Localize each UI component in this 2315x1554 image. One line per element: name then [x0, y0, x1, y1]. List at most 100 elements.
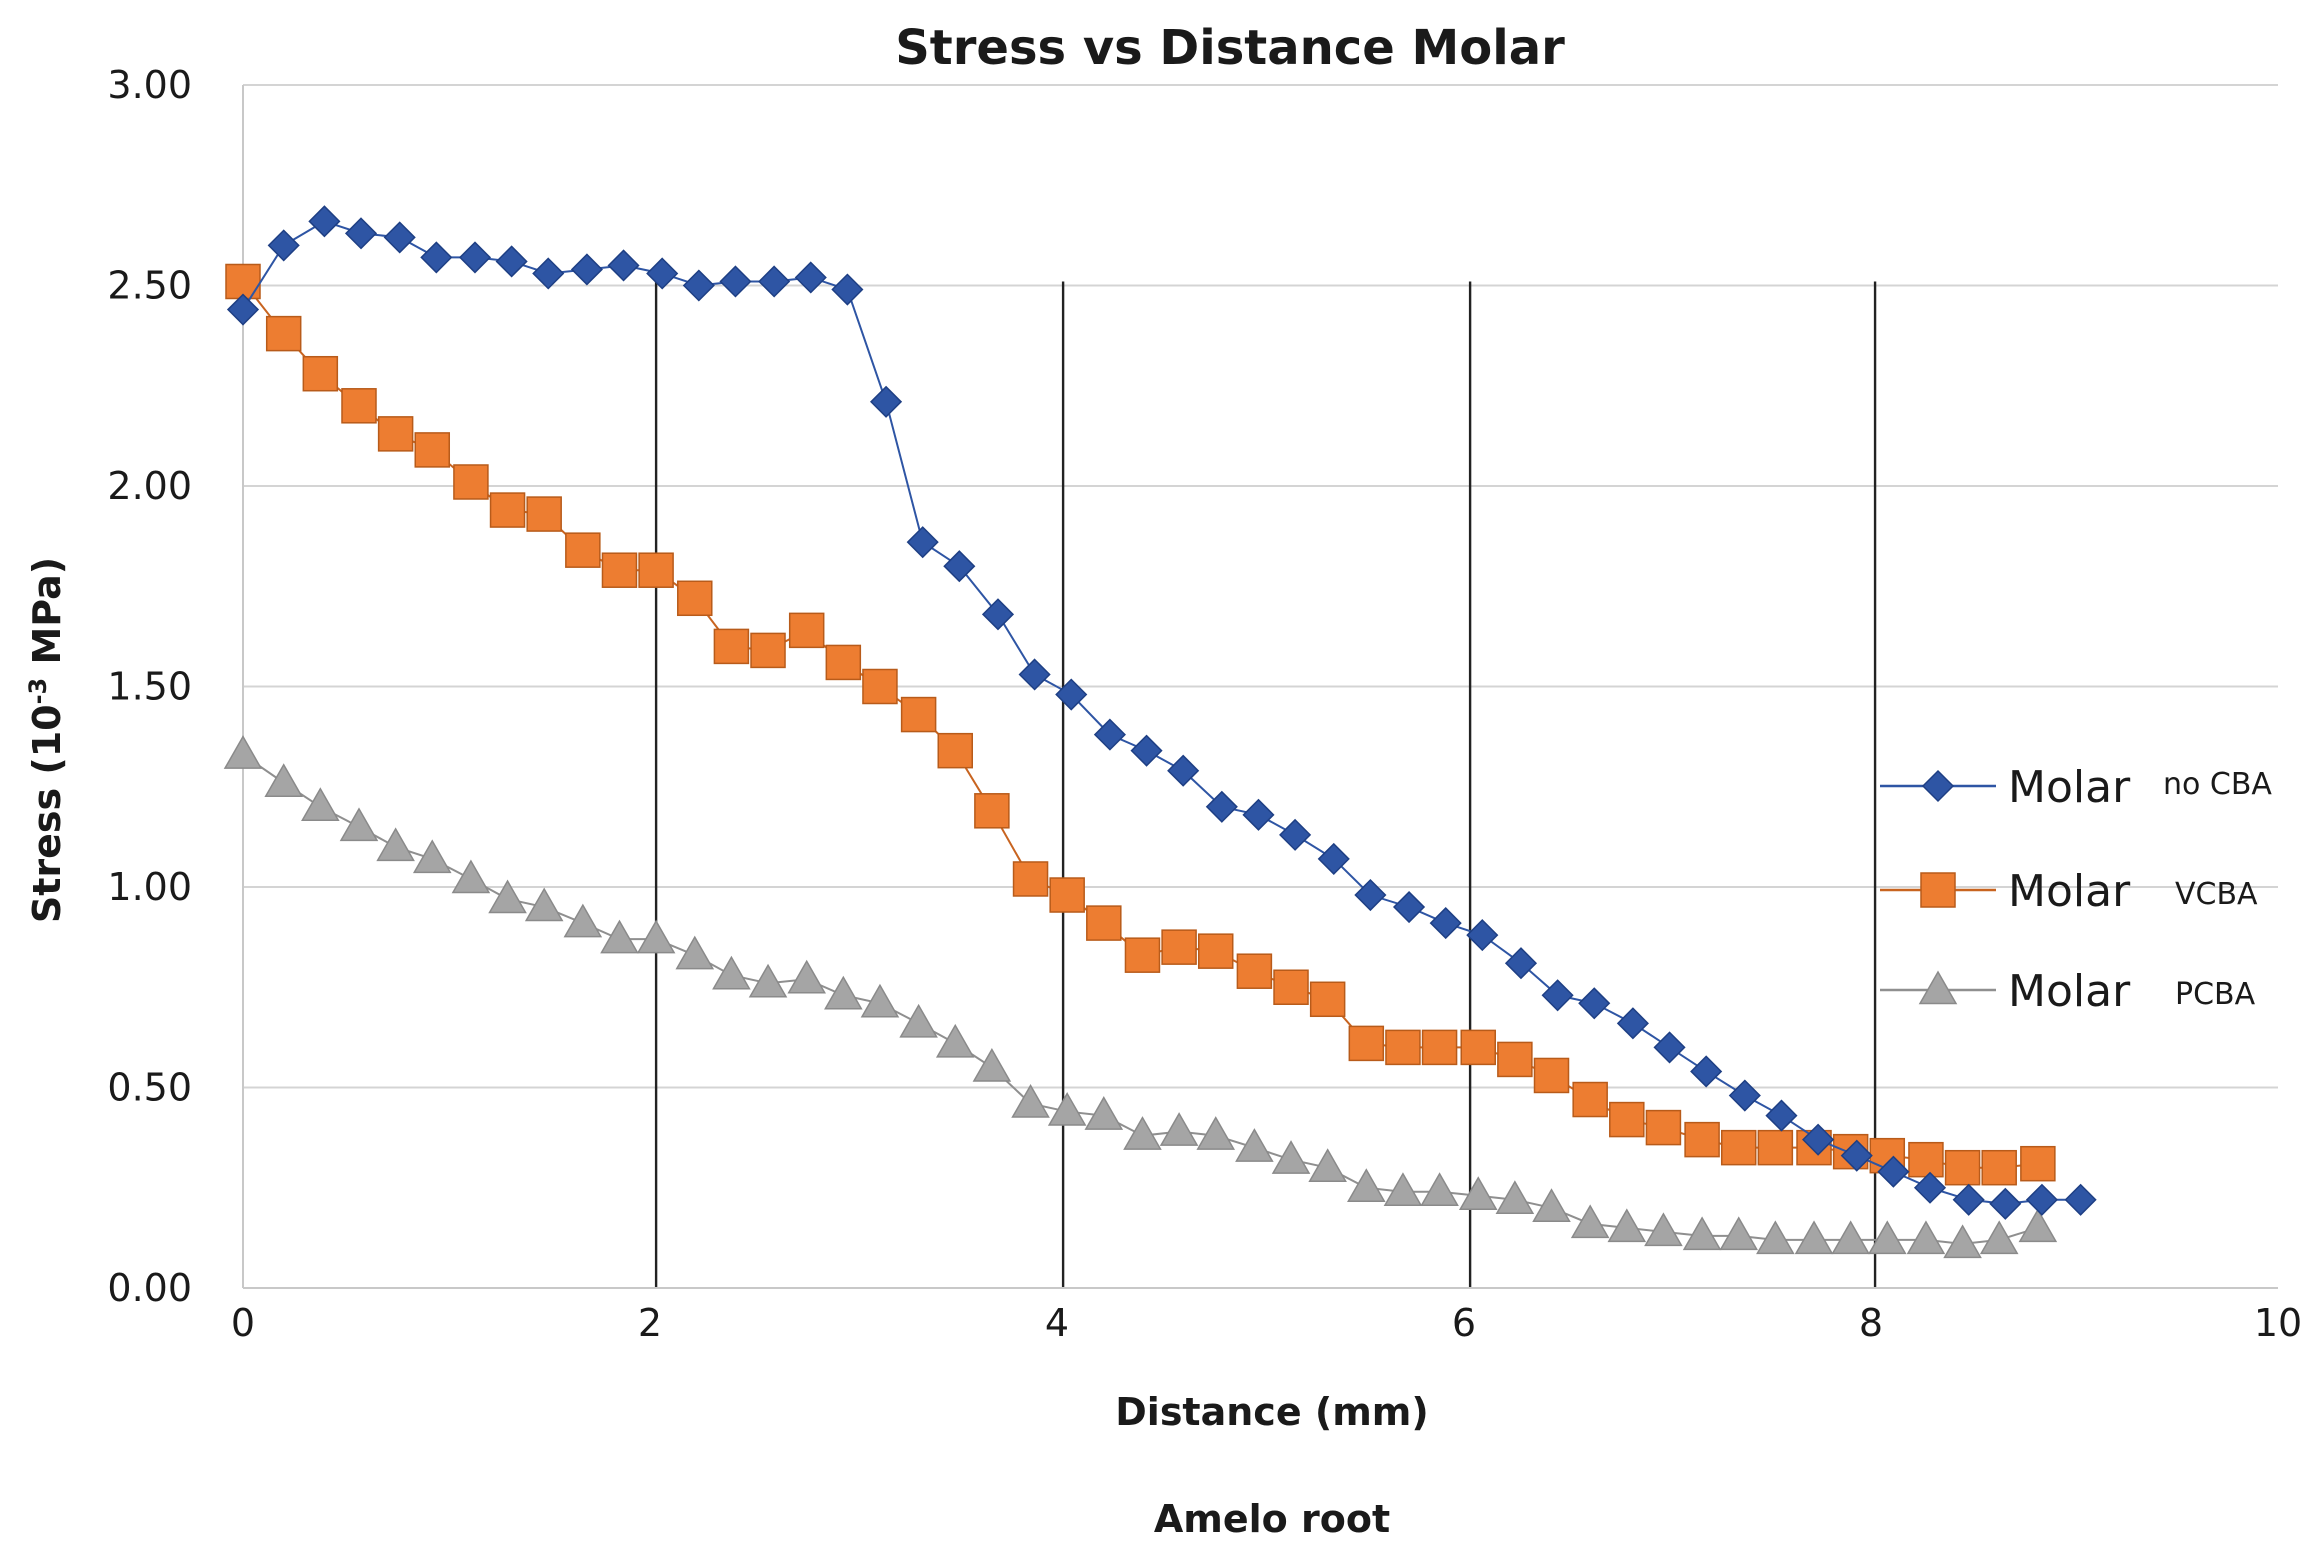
point-no_cba-38 — [1653, 1031, 1686, 1064]
point-vcba-12 — [677, 580, 713, 617]
point-pcba-45 — [1906, 1220, 1946, 1255]
point-no_cba-3 — [344, 217, 378, 250]
x-tick-label-1: 2 — [638, 1301, 662, 1345]
series-line-no_cba — [242, 220, 2081, 1205]
y-tick-label-3: 1.50 — [107, 665, 192, 709]
series-line-vcba — [242, 280, 2038, 1169]
point-no_cba-2 — [308, 205, 341, 238]
point-vcba-3 — [341, 388, 377, 424]
point-pcba-36 — [1570, 1204, 1610, 1239]
point-no_cba-5 — [420, 241, 453, 274]
point-no_cba-48 — [2025, 1183, 2059, 1216]
legend-item-no_cba: Molar no CBA — [1880, 762, 2272, 813]
point-pcba-39 — [1682, 1216, 1722, 1251]
point-vcba-24 — [1124, 937, 1161, 973]
point-no_cba-22 — [1055, 678, 1088, 711]
point-pcba-12 — [675, 935, 715, 970]
y-tick-label-4: 2.00 — [107, 464, 192, 508]
series-vcba — [225, 263, 2056, 1186]
point-no_cba-26 — [1205, 790, 1238, 823]
point-pcba-14 — [748, 963, 788, 998]
legend-suffix-no_cba: no CBA — [2163, 767, 2272, 802]
point-no_cba-4 — [383, 221, 416, 254]
point-pcba-29 — [1308, 1148, 1347, 1182]
legend-item-pcba: Molar PCBA — [1880, 966, 2256, 1017]
legend-suffix-vcba: VCBA — [2175, 877, 2258, 912]
point-pcba-38 — [1644, 1212, 1683, 1247]
point-no_cba-43 — [1840, 1139, 1873, 1172]
point-vcba-35 — [1533, 1057, 1570, 1094]
point-vcba-8 — [526, 496, 562, 532]
point-pcba-4 — [376, 827, 415, 862]
legend-marker-pcba — [1918, 970, 1958, 1005]
point-no_cba-49 — [2064, 1183, 2097, 1216]
legend-item-vcba: Molar VCBA — [1880, 866, 2258, 917]
point-no_cba-31 — [1392, 890, 1426, 924]
point-no_cba-9 — [570, 253, 603, 286]
point-pcba-10 — [600, 919, 639, 954]
y-tick-label-1: 0.50 — [107, 1066, 192, 1110]
point-pcba-1 — [264, 763, 303, 797]
point-vcba-5 — [414, 432, 451, 468]
point-vcba-13 — [713, 628, 750, 665]
point-no_cba-34 — [1504, 947, 1538, 980]
point-pcba-21 — [1011, 1084, 1050, 1118]
point-pcba-19 — [935, 1023, 975, 1058]
point-no_cba-42 — [1802, 1123, 1835, 1156]
point-no_cba-7 — [495, 245, 528, 278]
point-vcba-26 — [1197, 933, 1234, 969]
point-pcba-37 — [1607, 1208, 1647, 1243]
point-pcba-0 — [223, 735, 263, 769]
point-vcba-48 — [2020, 1145, 2056, 1182]
y-axis-title-main: Stress (10 — [25, 704, 69, 923]
point-pcba-2 — [301, 787, 340, 822]
point-vcba-34 — [1497, 1041, 1533, 1078]
point-no_cba-36 — [1578, 987, 1611, 1020]
point-vcba-18 — [900, 696, 937, 733]
point-no_cba-40 — [1728, 1079, 1761, 1112]
x-tick-label-3: 6 — [1452, 1301, 1476, 1345]
point-vcba-2 — [302, 355, 339, 392]
point-pcba-15 — [787, 959, 826, 994]
point-pcba-28 — [1271, 1140, 1311, 1174]
point-pcba-8 — [524, 887, 564, 922]
point-no_cba-30 — [1354, 878, 1387, 912]
point-vcba-6 — [453, 464, 489, 500]
point-vcba-14 — [750, 632, 786, 669]
point-vcba-11 — [638, 552, 674, 588]
point-vcba-29 — [1309, 981, 1346, 1018]
y-axis-title: Stress (10-3 MPa) — [24, 557, 69, 923]
point-no_cba-10 — [607, 249, 640, 282]
point-vcba-30 — [1348, 1025, 1385, 1062]
point-pcba-40 — [1719, 1216, 1759, 1251]
x-tick-label-0: 0 — [231, 1301, 255, 1345]
y-tick-label-2: 1.00 — [107, 865, 192, 909]
point-pcba-18 — [899, 1003, 938, 1038]
point-no_cba-15 — [794, 261, 827, 294]
legend-marker-no_cba — [1921, 769, 1955, 803]
point-vcba-0 — [225, 263, 261, 300]
point-vcba-23 — [1086, 905, 1122, 941]
x-axis-title: Distance (mm) — [1115, 1390, 1429, 1434]
point-no_cba-45 — [1913, 1171, 1947, 1204]
point-no_cba-18 — [906, 526, 939, 559]
point-pcba-33 — [1458, 1176, 1498, 1211]
point-pcba-3 — [339, 807, 379, 842]
point-pcba-32 — [1420, 1172, 1459, 1207]
legend-label-no_cba: Molar — [2008, 762, 2131, 813]
point-pcba-23 — [1084, 1096, 1124, 1130]
point-vcba-41 — [1757, 1129, 1794, 1166]
point-vcba-39 — [1684, 1121, 1720, 1158]
point-vcba-37 — [1609, 1101, 1645, 1138]
point-pcba-31 — [1383, 1172, 1423, 1207]
point-vcba-31 — [1385, 1029, 1421, 1066]
point-no_cba-13 — [719, 265, 752, 298]
point-vcba-46 — [1944, 1149, 1981, 1186]
point-no_cba-23 — [1093, 718, 1126, 751]
point-no_cba-32 — [1429, 907, 1462, 940]
grid-lines — [243, 84, 2278, 1089]
point-vcba-4 — [377, 416, 414, 452]
point-pcba-42 — [1794, 1220, 1834, 1255]
point-no_cba-20 — [981, 598, 1015, 631]
